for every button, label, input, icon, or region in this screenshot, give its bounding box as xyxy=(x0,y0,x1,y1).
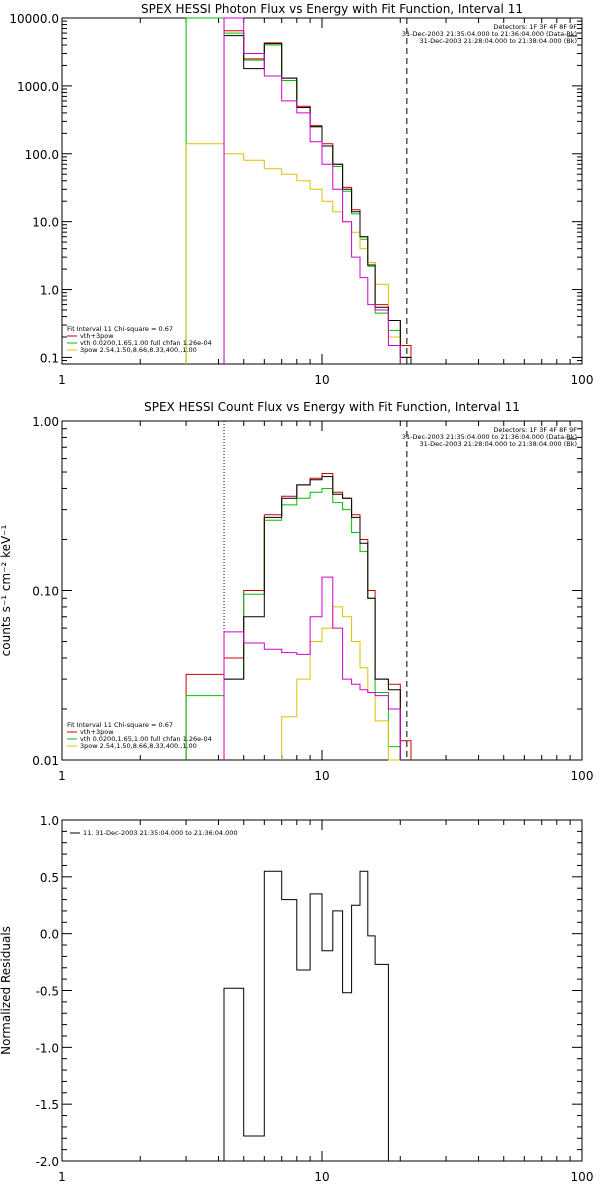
x-tick-label: 10 xyxy=(314,373,329,387)
y-tick-label: -2.0 xyxy=(36,1155,59,1169)
series-line-1 xyxy=(223,870,401,1162)
y-tick-label: 1000.0 xyxy=(17,80,59,94)
y-tick-label: 10000.0 xyxy=(9,12,59,26)
series-line-2 xyxy=(185,17,412,364)
info-line: Detectors: 1F 3F 4F 8F 9F xyxy=(493,426,577,434)
y-tick-label: -0.5 xyxy=(36,985,59,999)
y-tick-label: 0.10 xyxy=(32,585,59,599)
y-tick-label: 1.0 xyxy=(40,284,59,298)
chart-title: SPEX HESSI Photon Flux vs Energy with Fi… xyxy=(141,2,523,16)
legend-entry: vth 0.0200,1.65,1.00 full chfan 1.26e-04 xyxy=(80,735,212,743)
info-line: 31-Dec-2003 21:28:04.000 to 21:38:04.000… xyxy=(420,37,578,45)
x-tick-label: 100 xyxy=(571,769,594,783)
x-tick-label: 100 xyxy=(571,1170,594,1184)
panel-3: Normalized Residuals 1 10 100 1.0 0.5 0.0 -0.5 -… xyxy=(0,814,593,1184)
y-tick-label: 0.01 xyxy=(32,754,59,768)
y-tick-label: 1.0 xyxy=(40,814,59,828)
y-tick-label: -1.0 xyxy=(36,1041,59,1055)
plot-frame xyxy=(61,819,583,1162)
info-line: 31-Dec-2003 21:35:04.000 to 21:36:04.000… xyxy=(402,433,577,441)
info-line: 31-Dec-2003 21:35:04.000 to 21:36:04.000… xyxy=(402,30,577,38)
y-tick-label: 0.5 xyxy=(40,871,59,885)
legend-entry: vth+3pow xyxy=(80,332,114,340)
series-line-3 xyxy=(185,143,412,364)
y-axis-label: counts s⁻¹ cm⁻² keV⁻¹ xyxy=(0,524,13,656)
legend-entry: vth+3pow xyxy=(80,728,114,736)
series-line-2 xyxy=(185,488,401,760)
info-line: Detectors: 1F 3F 4F 8F 9F xyxy=(493,23,577,31)
series-line-5 xyxy=(223,576,401,760)
x-tick-label: 10 xyxy=(314,769,329,783)
y-tick-label: 0.1 xyxy=(40,351,59,365)
series-line-3 xyxy=(281,606,401,761)
x-tick-label: 100 xyxy=(571,373,594,387)
series-line-1 xyxy=(185,473,412,760)
legend-entry: 11. 31-Dec-2003 21:35:04.000 to 21:36:04… xyxy=(83,829,238,837)
chart-title: SPEX HESSI Count Flux vs Energy with Fit… xyxy=(144,400,520,414)
legend-entry: vth 0.0200,1.65,1.00 full chfan 1.26e-04 xyxy=(80,339,212,347)
info-line: 31-Dec-2003 21:28:04.000 to 21:38:04.000… xyxy=(420,440,578,448)
legend-entry: Fit Interval 11 Chi-square = 0.67 xyxy=(67,721,173,729)
series-line-1 xyxy=(223,30,412,364)
legend-entry: 3pow 2.54,1.50,8.66,8.33,400.,1.00 xyxy=(80,346,197,354)
y-tick-label: 10.0 xyxy=(32,216,59,230)
series-line-4 xyxy=(223,476,401,760)
legend-entry: Fit Interval 11 Chi-square = 0.67 xyxy=(67,325,173,333)
panel-2: SPEX HESSI Count Flux vs Energy with Fit… xyxy=(0,400,593,783)
legend-entry: 3pow 2.54,1.50,8.66,8.33,400.,1.00 xyxy=(80,742,197,750)
y-tick-label: -1.5 xyxy=(36,1098,59,1112)
series-line-5 xyxy=(223,17,401,364)
series-line-4 xyxy=(223,35,412,364)
y-tick-label: 0.0 xyxy=(40,928,59,942)
y-axis-label: Normalized Residuals xyxy=(0,926,13,1055)
x-tick-label: 10 xyxy=(314,1170,329,1184)
x-tick-label: 1 xyxy=(58,1170,66,1184)
panel-1: SPEX HESSI Photon Flux vs Energy with Fi… xyxy=(9,2,593,387)
x-tick-label: 1 xyxy=(58,769,66,783)
y-tick-label: 100.0 xyxy=(25,148,59,162)
x-tick-label: 1 xyxy=(58,373,66,387)
y-tick-label: 1.00 xyxy=(32,415,59,429)
